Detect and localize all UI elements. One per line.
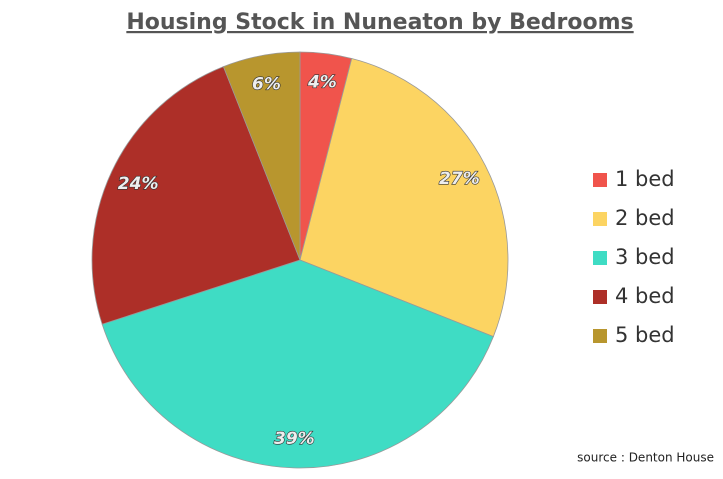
legend-label: 3 bed xyxy=(615,245,675,269)
value-label: 27% xyxy=(439,169,480,189)
legend-label: 4 bed xyxy=(615,284,675,308)
legend-label: 1 bed xyxy=(615,167,675,191)
value-label: 24% xyxy=(118,174,159,194)
value-label: 6% xyxy=(252,74,281,94)
value-label: 39% xyxy=(274,429,315,449)
pie-slice xyxy=(222,51,301,261)
legend-swatch xyxy=(593,251,607,265)
legend-swatch xyxy=(593,290,607,304)
pie-slice xyxy=(299,58,509,338)
legend-swatch xyxy=(593,329,607,343)
source-note: source : Denton House xyxy=(577,451,714,465)
pie-slice xyxy=(91,66,301,325)
chart-title: Housing Stock in Nuneaton by Bedrooms xyxy=(126,10,633,35)
legend-label: 5 bed xyxy=(615,323,675,347)
legend-swatch xyxy=(593,212,607,226)
pie-slice xyxy=(101,259,494,469)
legend-swatch xyxy=(593,173,607,187)
value-label: 4% xyxy=(307,73,337,93)
legend-label: 2 bed xyxy=(615,206,675,230)
